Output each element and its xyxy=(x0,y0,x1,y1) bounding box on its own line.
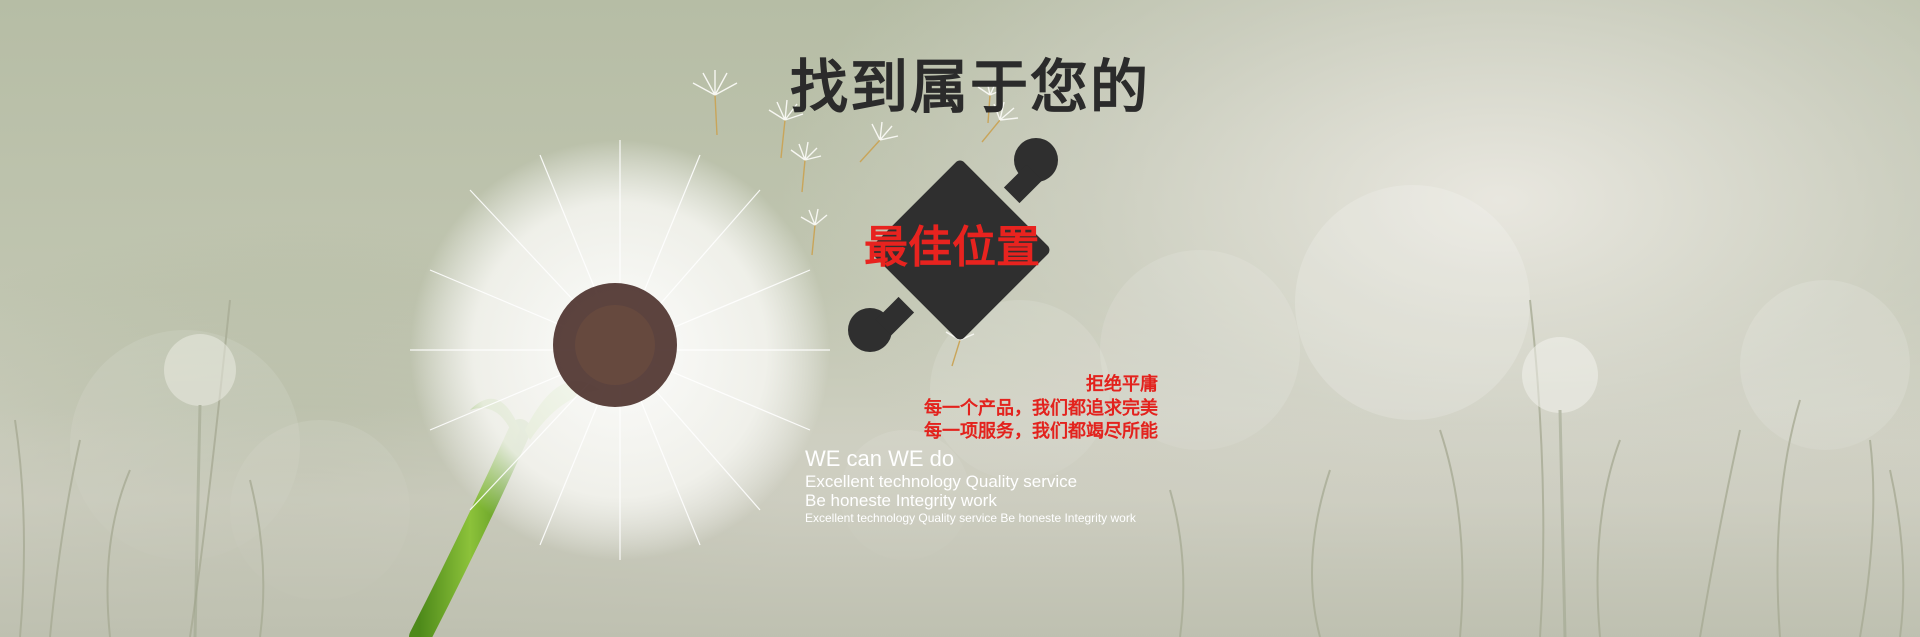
bokeh-circle xyxy=(1295,185,1530,420)
slogan-line-2: 每一个产品，我们都追求完美 xyxy=(924,397,1158,419)
slogan-line-3: 每一项服务，我们都竭尽所能 xyxy=(924,421,1158,443)
english-line-2: Excellent technology Quality service xyxy=(805,471,1078,491)
english-line-1: WE can WE do xyxy=(805,446,955,471)
slogan-block: 拒绝平庸 每一个产品，我们都追求完美 每一项服务，我们都竭尽所能 xyxy=(924,374,1158,443)
puzzle-piece-icon xyxy=(848,138,1058,352)
slogan-line-1: 拒绝平庸 xyxy=(1086,374,1158,395)
puzzle-label: 最佳位置 xyxy=(864,222,1040,273)
page-headline: 找到属于您的 xyxy=(790,53,1151,121)
english-tagline: WE can WE do Excellent technology Qualit… xyxy=(805,446,1136,525)
english-line-3: Be honeste Integrity work xyxy=(805,490,997,510)
english-line-4: Excellent technology Quality service Be … xyxy=(805,510,1136,525)
